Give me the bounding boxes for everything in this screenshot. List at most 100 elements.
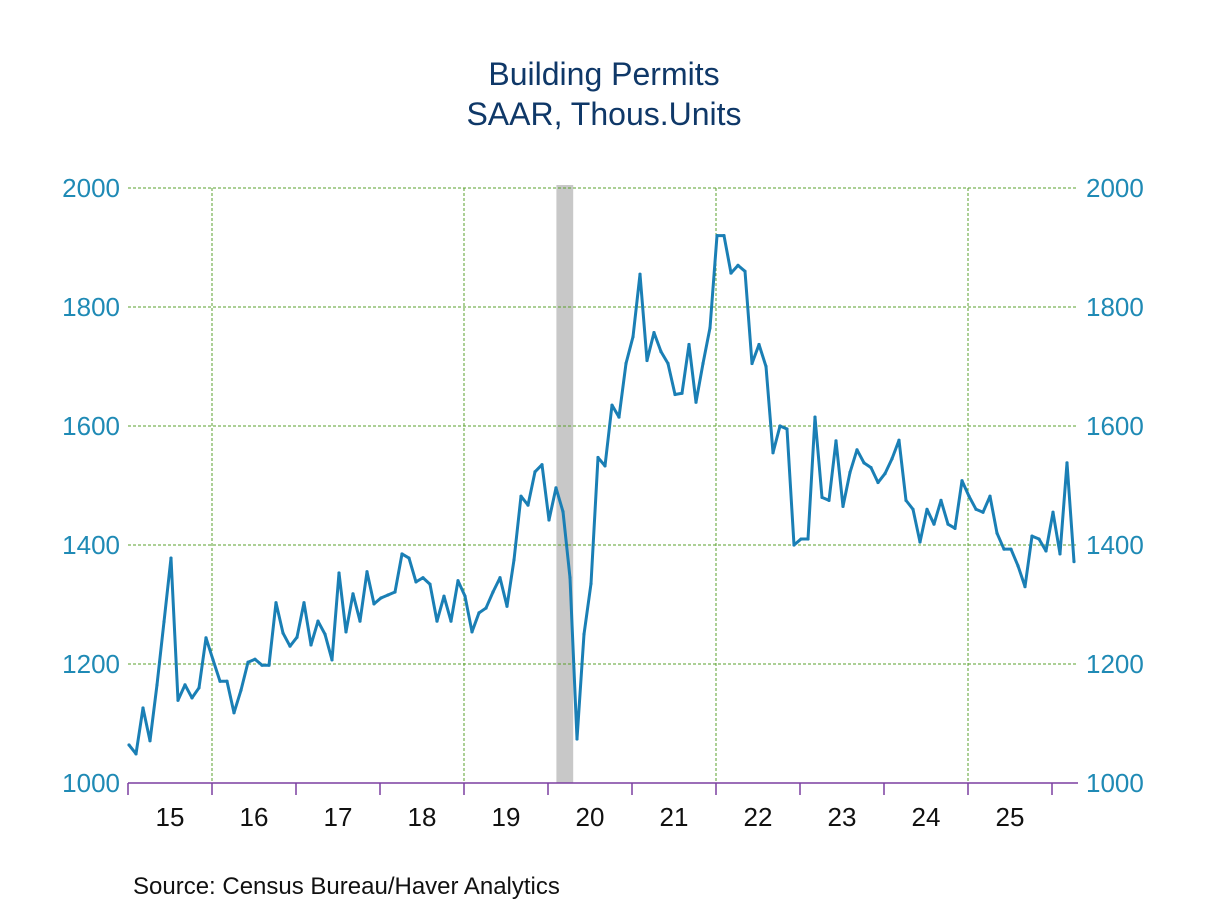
data-point: [652, 330, 656, 335]
data-point: [596, 455, 600, 460]
data-point: [190, 696, 194, 700]
chart-subtitle: SAAR, Thous.Units: [466, 96, 741, 132]
data-point: [799, 537, 803, 541]
y-tick-label-right: 1200: [1086, 649, 1144, 679]
y-tick-label-right: 1000: [1086, 768, 1144, 798]
data-point: [281, 631, 285, 635]
x-tick-label: 23: [828, 802, 857, 832]
x-tick-label: 18: [408, 802, 437, 832]
data-point: [197, 686, 201, 690]
data-point: [932, 522, 936, 526]
x-tick-label: 20: [576, 802, 605, 832]
x-tick-label: 21: [660, 802, 689, 832]
data-point: [666, 361, 670, 366]
x-axis: 15 16 17 18 19 20 21 22 23 24 25: [156, 802, 1025, 832]
x-tick-label: 22: [744, 802, 773, 832]
data-point: [855, 448, 859, 452]
data-point: [449, 619, 453, 623]
data-point: [701, 361, 705, 366]
y-tick-label-right: 1600: [1086, 411, 1144, 441]
data-point: [498, 576, 502, 580]
data-point: [162, 620, 166, 624]
data-point: [953, 526, 957, 530]
data-point: [505, 604, 509, 608]
data-point: [778, 424, 782, 428]
chart-title: Building Permits: [488, 56, 719, 92]
data-point: [1002, 547, 1006, 551]
data-point: [323, 632, 327, 636]
data-point: [540, 463, 544, 467]
data-point: [1030, 534, 1034, 538]
data-point: [890, 457, 894, 461]
data-point: [925, 507, 929, 511]
data-point: [967, 494, 971, 498]
data-point: [722, 234, 726, 238]
recession-shading-layer: [556, 185, 574, 783]
data-point: [141, 706, 145, 710]
data-point: [792, 543, 796, 547]
data-point: [337, 571, 341, 575]
data-point: [442, 594, 446, 598]
series-line-0: [127, 234, 1076, 756]
x-tick-label: 25: [996, 802, 1025, 832]
data-point: [246, 660, 250, 664]
y-tick-label-left: 1600: [62, 411, 120, 441]
data-point: [904, 498, 908, 502]
data-point: [1016, 564, 1020, 568]
data-point: [645, 358, 649, 363]
data-point: [1023, 585, 1027, 589]
data-point: [995, 531, 999, 535]
data-point: [176, 698, 180, 702]
y-tick-label-right: 1800: [1086, 292, 1144, 322]
data-point: [708, 326, 712, 330]
data-point: [316, 619, 320, 623]
y-tick-label-left: 2000: [62, 173, 120, 203]
data-point: [351, 592, 355, 596]
data-point: [603, 464, 607, 468]
data-point: [253, 657, 257, 661]
data-point: [344, 630, 348, 634]
data-point: [470, 630, 474, 634]
data-point: [1058, 552, 1062, 556]
data-point: [274, 601, 278, 605]
data-point: [225, 679, 229, 683]
data-point: [204, 636, 208, 640]
data-point: [575, 737, 579, 741]
data-point: [239, 688, 243, 692]
data-point: [155, 683, 159, 687]
y-tick-label-left: 1200: [62, 649, 120, 679]
data-point: [211, 658, 215, 662]
data-point: [330, 658, 334, 662]
data-point: [1065, 461, 1069, 465]
data-point: [1044, 549, 1048, 553]
data-point: [946, 522, 950, 526]
data-point: [841, 504, 845, 508]
data-point: [806, 537, 810, 541]
data-point: [869, 466, 873, 470]
y-tick-label-left: 1800: [62, 292, 120, 322]
x-tick-label: 19: [492, 802, 521, 832]
data-point: [974, 507, 978, 511]
data-point: [785, 427, 789, 431]
data-point: [988, 494, 992, 498]
axis-layer: [127, 782, 1078, 795]
data-point: [687, 342, 691, 347]
data-point: [589, 582, 593, 586]
data-point: [260, 663, 264, 667]
data-point: [1037, 537, 1041, 541]
data-point: [939, 498, 943, 502]
data-point: [638, 272, 642, 276]
y-tick-label-left: 1000: [62, 768, 120, 798]
data-point: [862, 461, 866, 465]
y-tick-label-right: 2000: [1086, 173, 1144, 203]
data-point: [617, 415, 621, 419]
data-point: [407, 556, 411, 560]
y-axis-left: 1000 1200 1400 1600 1800 2000: [62, 173, 120, 798]
data-point: [386, 593, 390, 597]
data-point: [757, 342, 761, 347]
data-point: [379, 596, 383, 600]
data-point: [610, 403, 614, 407]
data-point: [533, 470, 537, 474]
data-point: [848, 470, 852, 475]
